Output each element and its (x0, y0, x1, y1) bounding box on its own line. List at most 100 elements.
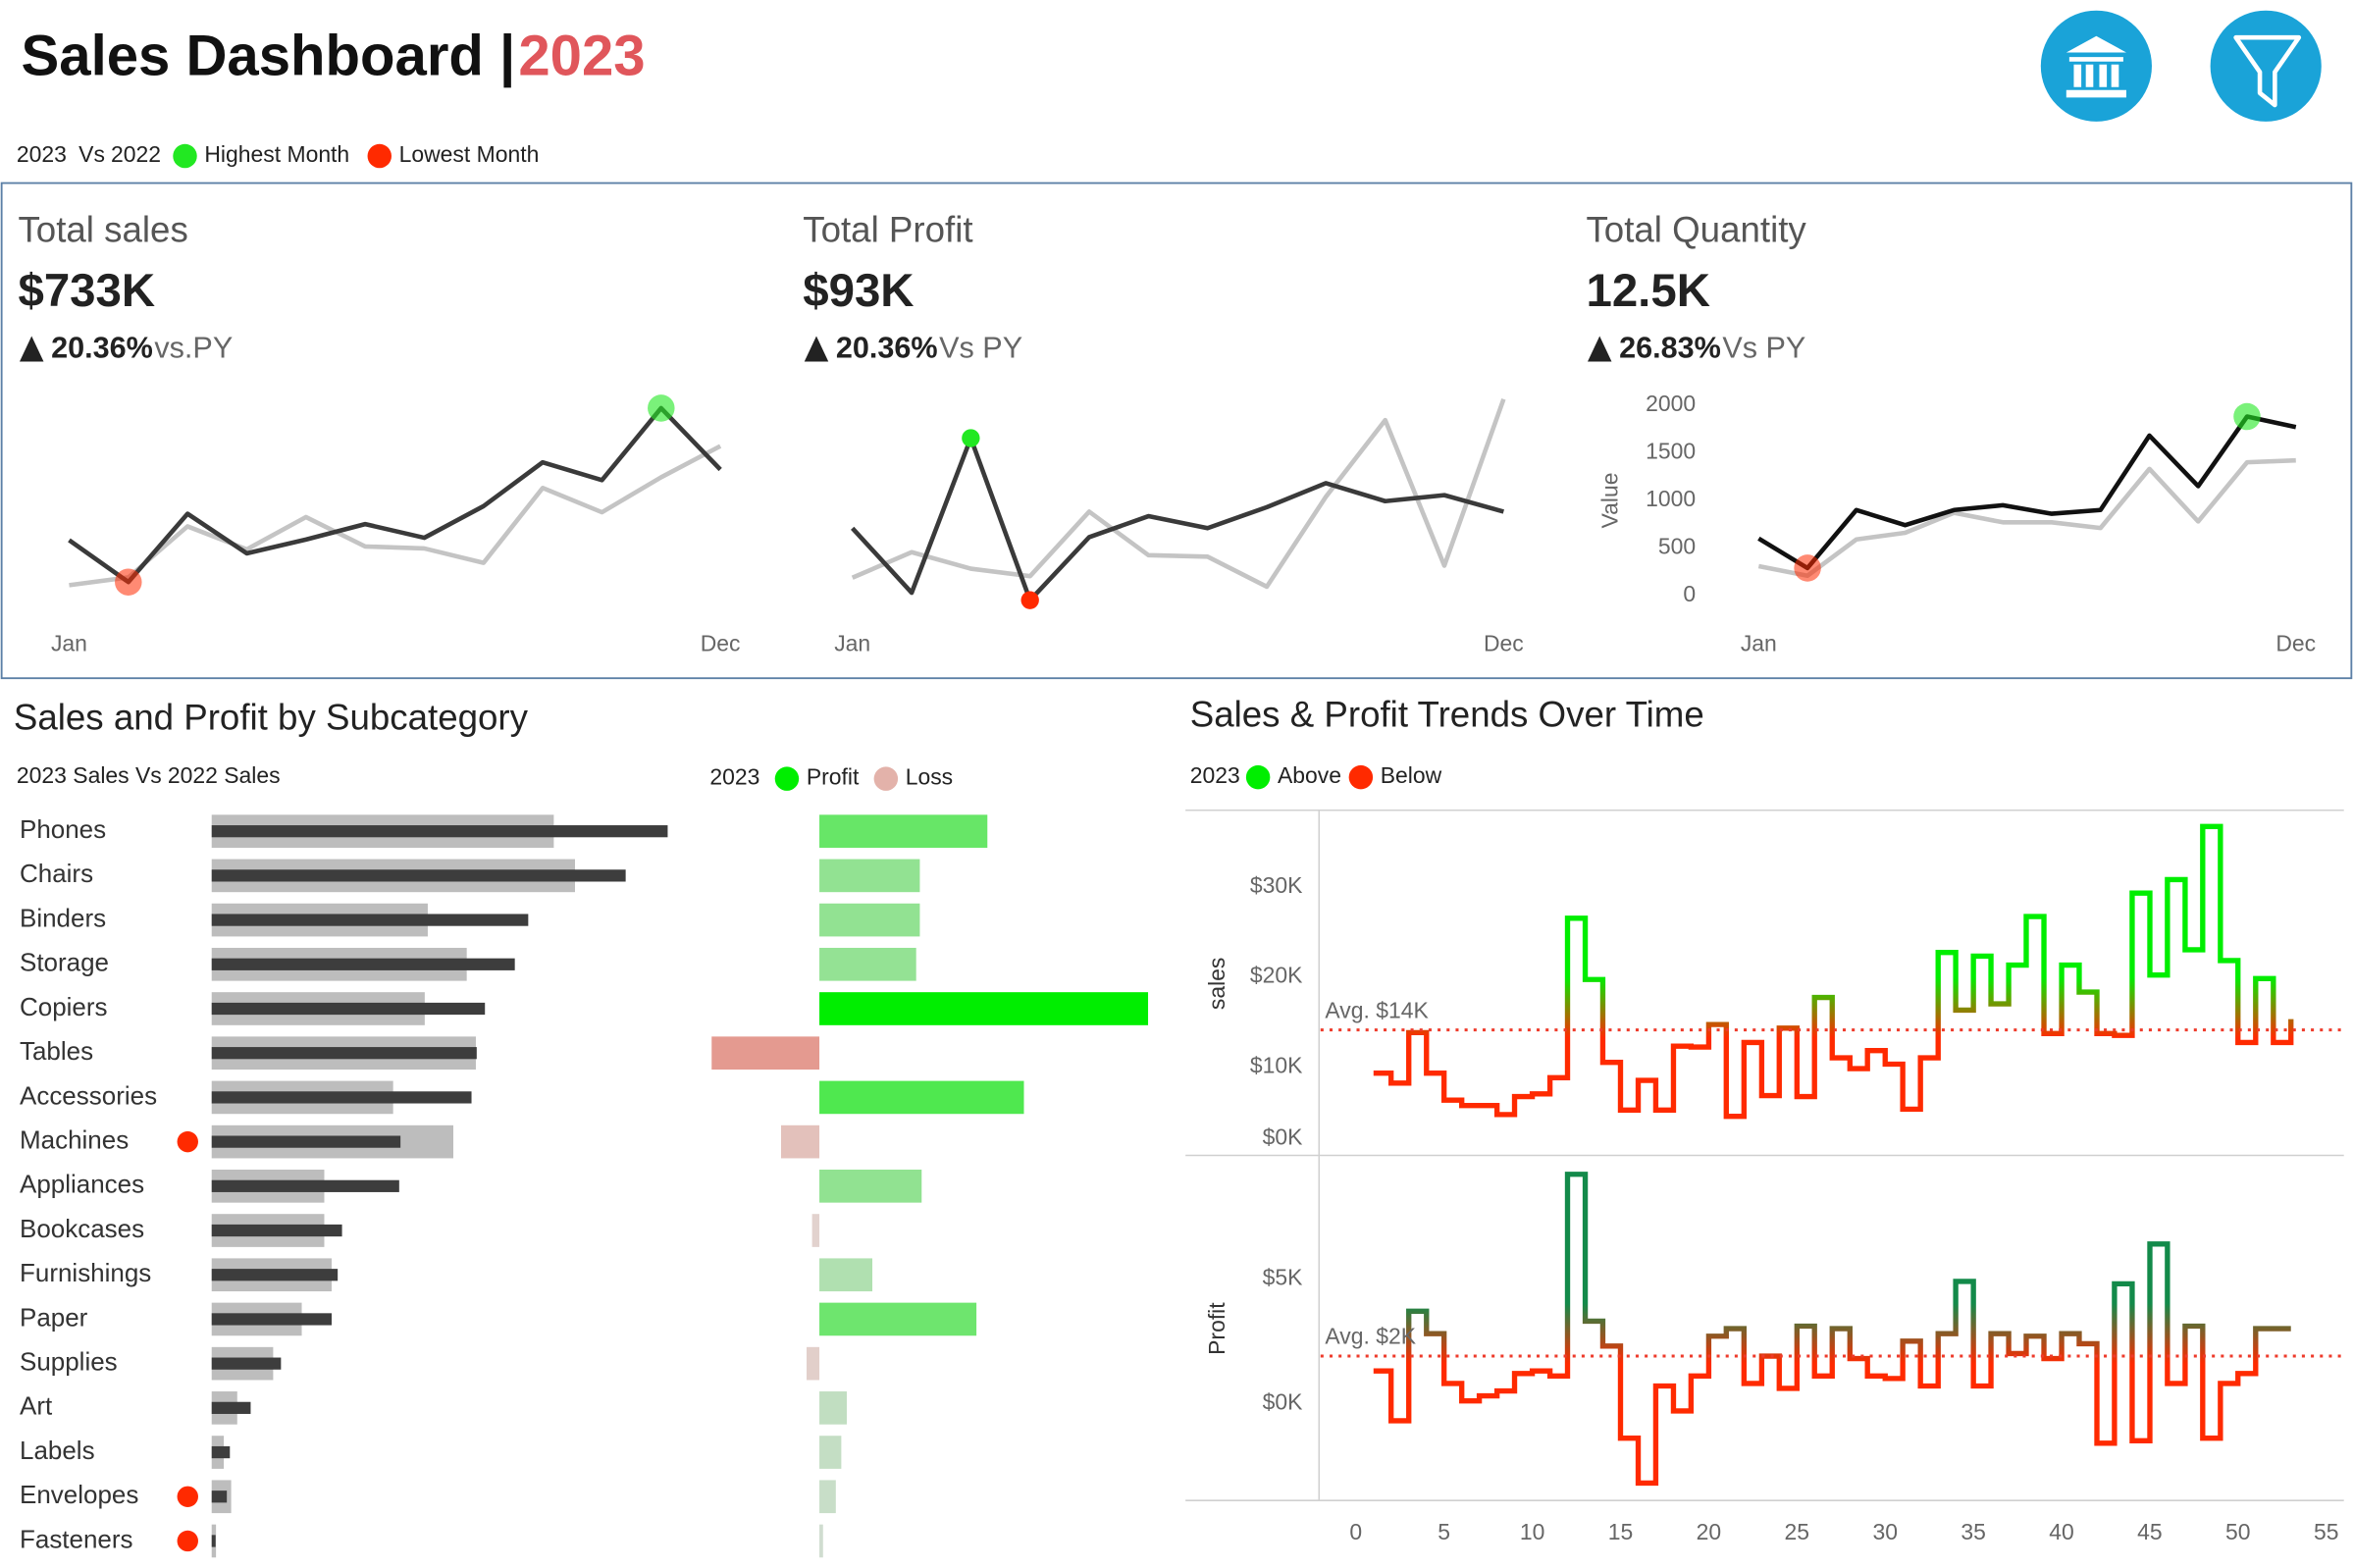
sparkline (851, 436, 1504, 602)
section-title: Sales & Profit Trends Over Time (1190, 695, 1704, 735)
profit-bar (819, 859, 920, 893)
kpi-change-suffix: vs.PY (154, 331, 233, 364)
highest-dot (173, 143, 197, 169)
current-sales-bar (211, 1445, 231, 1459)
kpi-frame (0, 182, 2353, 680)
legend-previous: 2022 (111, 141, 161, 167)
loss-dot (873, 766, 899, 791)
x-tick-label: 55 (2314, 1519, 2339, 1544)
category-label: Furnishings (20, 1258, 151, 1287)
profit-bar (819, 1258, 873, 1292)
profit-bar (819, 947, 916, 981)
kpi-title: Total sales (18, 210, 187, 250)
category-label: Envelopes (20, 1480, 138, 1509)
step-line (1373, 1172, 2291, 1487)
current-sales-bar (211, 1535, 216, 1547)
x-tick-label: 5 (1438, 1519, 1450, 1544)
y-axis-label: Value (1597, 473, 1623, 529)
x-tick-label: Dec (701, 631, 741, 656)
loss-bar (711, 1036, 820, 1071)
current-sales-bar (211, 1091, 472, 1104)
x-tick-label: 15 (1608, 1519, 1634, 1544)
button-circle[interactable] (2210, 10, 2322, 122)
category-label: Art (20, 1391, 53, 1421)
button-circle[interactable] (2040, 10, 2152, 122)
legend-year: 2023 (1190, 762, 1240, 788)
y-axis-label: Profit (1204, 1302, 1229, 1355)
current-sales-bar (211, 1224, 342, 1237)
category-label: Machines (20, 1124, 129, 1154)
dashboard-year: 2023 (518, 25, 645, 88)
x-tick-label: 40 (2049, 1519, 2074, 1544)
filter-button[interactable] (2210, 10, 2322, 122)
y-tick-label: $0K (1263, 1388, 1303, 1414)
current-sales-bar (211, 1135, 401, 1148)
up-triangle (19, 336, 44, 362)
category-label: Binders (20, 903, 106, 932)
kpi-change-suffix: Vs PY (939, 331, 1022, 364)
x-tick-label: Jan (1741, 631, 1777, 656)
kpi-change: 20.36% (51, 331, 153, 364)
profit-bar (819, 992, 1149, 1025)
category-label: Paper (20, 1302, 88, 1332)
x-tick-label: Jan (51, 631, 87, 656)
current-sales-bar (211, 1313, 332, 1326)
highest-marker (2233, 402, 2261, 431)
step-line (1373, 823, 2294, 1120)
legend-lowest: Lowest Month (399, 141, 540, 167)
average-label: Avg. $14K (1325, 997, 1429, 1022)
x-tick-label: 25 (1785, 1519, 1810, 1544)
y-tick-label: 1500 (1646, 438, 1696, 463)
up-triangle (804, 336, 829, 362)
y-tick-label: $20K (1250, 963, 1303, 988)
loss-bar (811, 1214, 820, 1247)
category-label: Labels (20, 1436, 95, 1465)
legend-current-sales: 2023 Sales Vs (17, 762, 162, 788)
x-tick-label: 0 (1349, 1519, 1362, 1544)
category-label: Copiers (20, 992, 108, 1021)
category-label: Supplies (20, 1347, 118, 1377)
legend-current: 2023 (17, 141, 67, 167)
profit-bar (819, 1391, 847, 1425)
kpi-change: 20.36% (836, 331, 938, 364)
legend-previous-sales: 2022 Sales (168, 762, 281, 788)
sparkline (69, 444, 722, 588)
average-label: Avg. $2K (1325, 1324, 1416, 1349)
sparkline (851, 397, 1506, 590)
lowest-dot (367, 143, 392, 169)
x-tick-label: 50 (2225, 1519, 2251, 1544)
below-dot (1348, 764, 1374, 790)
profit-dot (774, 766, 800, 791)
y-tick-label: $10K (1250, 1052, 1303, 1077)
kpi-title: Total Quantity (1586, 210, 1806, 250)
kpi-change: 26.83% (1619, 331, 1721, 364)
profit-bar (819, 1524, 823, 1558)
kpi-title: Total Profit (803, 210, 972, 250)
y-tick-label: 0 (1683, 581, 1696, 606)
kpi-value: $733K (18, 265, 155, 317)
category-label: Accessories (20, 1080, 157, 1110)
y-axis-label: sales (1204, 958, 1229, 1011)
x-tick-label: 45 (2137, 1519, 2163, 1544)
institution-button[interactable] (2040, 10, 2152, 122)
current-sales-bar (211, 1269, 339, 1281)
filter-icon[interactable] (2233, 34, 2302, 108)
dashboard-title: Sales Dashboard | (22, 25, 516, 88)
category-label: Tables (20, 1036, 93, 1066)
x-tick-label: 10 (1520, 1519, 1544, 1544)
lowest-marker (115, 568, 142, 596)
profit-bar (819, 1080, 1024, 1115)
kpi-value: 12.5K (1586, 265, 1709, 317)
y-tick-label: 500 (1658, 534, 1696, 559)
x-tick-label: 35 (1961, 1519, 1986, 1544)
lowest-marker (1020, 591, 1039, 609)
current-sales-bar (211, 1401, 251, 1414)
decline-marker (177, 1486, 198, 1507)
x-tick-label: 20 (1697, 1519, 1722, 1544)
y-tick-label: $5K (1263, 1264, 1303, 1289)
legend-year: 2023 (709, 764, 759, 790)
profit-bar (819, 1436, 842, 1469)
decline-marker (177, 1530, 198, 1552)
sparkline (1757, 414, 2297, 571)
